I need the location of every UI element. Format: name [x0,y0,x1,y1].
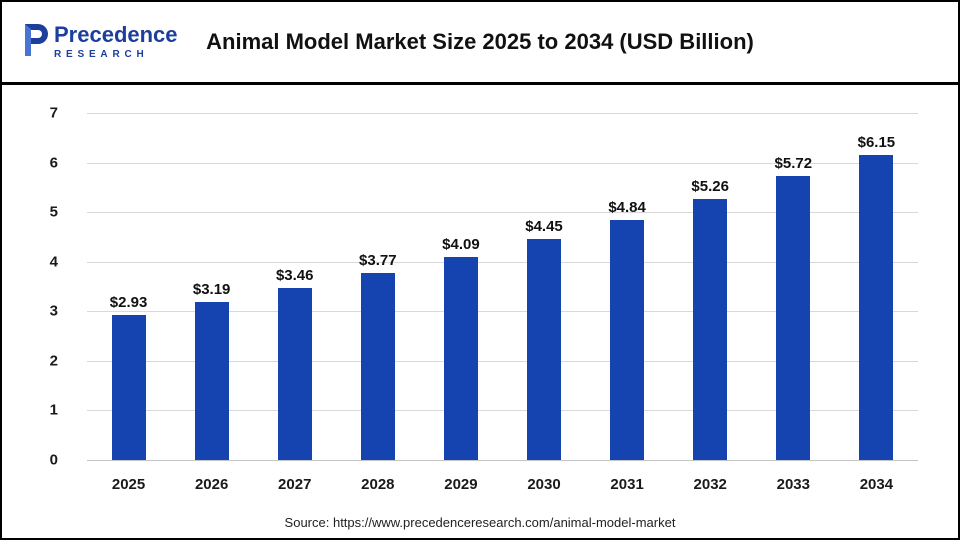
bar-slot: $4.84 [586,113,669,460]
bar [360,273,395,460]
plot-area: $2.93 $3.19 $3.46 $3.77 $4.09 $4.45 $4.84 $5.26… [87,113,918,461]
bar [194,301,229,460]
bar-slot: $5.26 [669,113,752,460]
gridline [87,410,918,412]
y-axis-tick-label: 0 [49,451,58,469]
bar-value-label: $5.72 [774,155,813,173]
bar [443,257,478,460]
chart-title: Animal Model Market Size 2025 to 2034 (U… [206,29,754,54]
gridline [87,311,918,313]
gridline [87,162,918,164]
x-axis-tick-label: 2027 [278,476,312,493]
bar-value-label: $4.45 [525,218,563,236]
x-axis-tick-label: 2030 [527,476,561,493]
bar [693,199,728,460]
bar-value-label: $3.19 [192,280,231,298]
bar-slot: $6.15 [835,113,918,460]
x-axis-tick-label: 2033 [776,476,810,493]
y-axis-tick-label: 3 [49,302,58,320]
bar-value-label: $3.77 [359,252,397,270]
bar-slot: $3.46 [253,113,336,460]
y-axis-tick-label: 2 [49,352,58,370]
x-axis-tick-label: 2026 [194,476,229,493]
bar-value-label: $6.15 [857,134,896,152]
y-axis-tick-label: 5 [49,203,58,221]
x-axis-tick-label: 2034 [859,476,894,493]
x-axis: 2025 2026 2027 2028 2029 2030 2031 2032 2033 2034 [87,476,918,496]
bar [610,220,645,460]
bar-slot: $4.09 [419,113,502,460]
x-axis-tick-label: 2028 [361,476,395,493]
bar-slot: $3.77 [336,113,419,460]
bar [527,239,562,460]
bar-value-label: $3.46 [275,267,314,285]
bar-slot: $4.45 [502,113,585,460]
bar-series: $2.93 $3.19 $3.46 $3.77 $4.09 $4.45 $4.84 $5.26… [87,113,918,460]
header: Precedence RESEARCH Animal Model Market … [2,2,958,85]
gridline [87,212,918,214]
bar-slot: $5.72 [752,113,835,460]
x-axis-tick-label: 2029 [444,476,478,493]
bar [776,176,811,460]
gridline [87,261,918,263]
y-axis-tick-label: 1 [49,401,58,419]
bar [111,314,146,460]
bar [859,155,894,460]
x-axis-tick-label: 2031 [610,476,644,493]
bar-value-label: $4.84 [608,199,646,217]
bar [277,288,312,460]
precedence-research-logo: Precedence RESEARCH [22,23,178,61]
logo-subtitle: RESEARCH [54,49,149,60]
y-axis-tick-label: 4 [49,253,58,271]
bar-slot: $3.19 [170,113,253,460]
precedence-logo-icon [22,23,48,61]
bar-slot: $2.93 [87,113,170,460]
logo-wordmark: Precedence [54,22,178,47]
x-axis-tick-label: 2025 [111,476,146,493]
y-axis-tick-label: 6 [49,154,58,172]
gridline [87,113,918,114]
bar-value-label: $4.09 [442,236,480,254]
gridline [87,360,918,362]
x-axis-tick-label: 2032 [693,476,727,493]
gridline [87,460,918,461]
bar-value-label: $2.93 [109,293,148,311]
y-axis: 0 1 2 3 4 5 6 7 [2,105,72,469]
logo-text: Precedence RESEARCH [54,24,178,60]
y-axis-tick-label: 7 [49,104,58,122]
bar-value-label: $5.26 [691,178,729,196]
source-text: Source: https://www.precedenceresearch.c… [284,515,676,530]
